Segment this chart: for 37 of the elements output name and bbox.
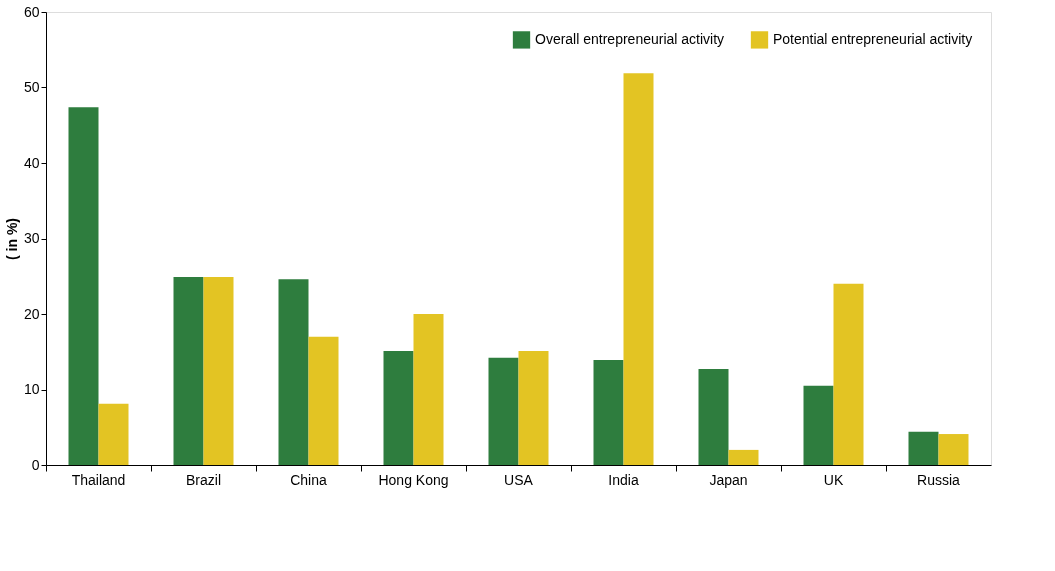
y-tick-label: 10 [23, 381, 40, 397]
y-tick-label: 60 [23, 3, 40, 20]
bar [833, 283, 864, 465]
bar [278, 279, 309, 465]
bar [68, 107, 99, 465]
bar [938, 434, 969, 465]
x-tick-label: UK [823, 471, 844, 488]
bar [488, 357, 519, 465]
y-tick-label: 50 [23, 79, 40, 95]
y-tick-label: 20 [23, 305, 40, 322]
bar [803, 385, 834, 465]
y-tick-label: 30 [23, 230, 40, 246]
x-tick-label: Hong Kong [378, 471, 449, 488]
bar [518, 351, 549, 465]
x-tick-label: Brazil [185, 471, 222, 488]
x-tick-label: Russia [917, 471, 961, 488]
bar [728, 449, 759, 465]
bar [593, 360, 624, 465]
x-tick-label: USA [504, 471, 534, 488]
x-tick-label: Japan [709, 471, 748, 488]
legend-label: Potential entrepreneurial activity [773, 30, 973, 47]
x-tick-label: Thailand [71, 471, 126, 488]
bar [308, 336, 339, 465]
bar [908, 431, 939, 465]
bar [203, 277, 234, 465]
y-axis-title: ( in %) [3, 218, 20, 260]
legend-label: Overall entrepreneurial activity [535, 30, 725, 47]
bar [698, 369, 729, 465]
bar [413, 314, 444, 465]
x-tick-label: China [290, 471, 327, 488]
bar [98, 403, 129, 465]
y-tick-label: 40 [23, 154, 40, 171]
y-tick-label: 0 [31, 456, 40, 473]
bar [173, 277, 204, 465]
bar [383, 351, 414, 465]
x-tick-label: India [608, 471, 639, 488]
bar [623, 73, 654, 465]
